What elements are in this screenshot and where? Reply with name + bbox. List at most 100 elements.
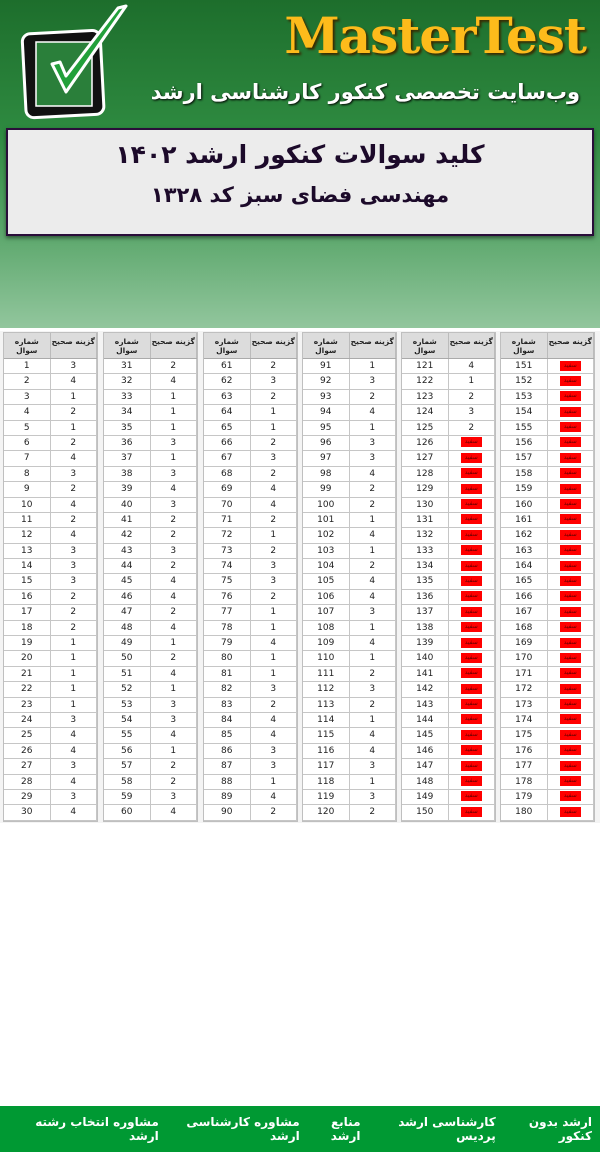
blank-answer-badge: سفید bbox=[559, 622, 581, 633]
table-row: 153 سفید bbox=[501, 389, 594, 406]
correct-answer: سفید bbox=[548, 512, 594, 528]
question-number: 93 bbox=[303, 389, 350, 405]
footer-link[interactable]: کارشناسی ارشد پردیس bbox=[398, 1115, 496, 1143]
correct-answer: سفید bbox=[548, 805, 594, 820]
blank-answer-badge: سفید bbox=[460, 637, 482, 648]
table-row: 128 سفید bbox=[402, 466, 495, 483]
table-row: 96 3 bbox=[303, 435, 396, 452]
question-number: 142 bbox=[402, 682, 449, 697]
question-number: 89 bbox=[204, 789, 251, 805]
blank-answer-badge: سفید bbox=[460, 514, 482, 525]
question-number: 113 bbox=[303, 697, 350, 712]
table-row: 131 سفید bbox=[402, 512, 495, 529]
correct-answer: سفید bbox=[548, 759, 594, 774]
question-number: 76 bbox=[204, 589, 251, 605]
question-number: 161 bbox=[501, 512, 548, 528]
correct-answer: 2 bbox=[251, 359, 297, 374]
table-row: 60 4 bbox=[104, 805, 197, 821]
correct-answer: سفید bbox=[449, 682, 495, 697]
table-row: 75 3 bbox=[204, 574, 297, 590]
question-number: 83 bbox=[204, 697, 251, 712]
question-number: 2 bbox=[4, 374, 51, 389]
question-number: 32 bbox=[104, 374, 151, 389]
blank-answer-badge: سفید bbox=[559, 360, 581, 371]
correct-answer: 1 bbox=[251, 605, 297, 620]
correct-answer: 1 bbox=[350, 774, 396, 789]
question-number: 51 bbox=[104, 666, 151, 682]
correct-answer: سفید bbox=[548, 420, 594, 435]
question-number: 85 bbox=[204, 728, 251, 743]
correct-answer: 1 bbox=[151, 405, 197, 420]
table-row: 172 سفید bbox=[501, 682, 594, 698]
blank-answer-badge: سفید bbox=[559, 422, 581, 433]
table-row: 134 سفید bbox=[402, 559, 495, 575]
correct-answer: 2 bbox=[251, 389, 297, 405]
correct-answer: سفید bbox=[449, 666, 495, 682]
correct-answer: سفید bbox=[548, 359, 594, 374]
correct-answer: 4 bbox=[251, 497, 297, 512]
footer-link[interactable]: منابع ارشد bbox=[330, 1115, 361, 1143]
question-number: 25 bbox=[4, 728, 51, 743]
correct-answer: سفید bbox=[449, 559, 495, 574]
checkbox-check-logo-icon bbox=[20, 4, 128, 120]
correct-answer: سفید bbox=[548, 589, 594, 605]
table-row: 177 سفید bbox=[501, 759, 594, 775]
question-number: 108 bbox=[303, 620, 350, 636]
correct-answer: 3 bbox=[151, 435, 197, 451]
question-number: 115 bbox=[303, 728, 350, 743]
question-number: 145 bbox=[402, 728, 449, 743]
footer-link[interactable]: مشاوره کارشناسی ارشد bbox=[186, 1115, 300, 1143]
question-number: 109 bbox=[303, 636, 350, 651]
question-number: 173 bbox=[501, 697, 548, 712]
table-row: 118 1 bbox=[303, 774, 396, 790]
correct-answer: 3 bbox=[251, 574, 297, 589]
table-row: 117 3 bbox=[303, 759, 396, 775]
header-correct-answer: گزینه صحیح bbox=[350, 333, 396, 358]
correct-answer: سفید bbox=[548, 605, 594, 620]
blank-answer-badge: سفید bbox=[460, 745, 482, 756]
correct-answer: 2 bbox=[51, 620, 97, 636]
table-row: 139 سفید bbox=[402, 636, 495, 652]
table-row: 165 سفید bbox=[501, 574, 594, 590]
table-row: 83 2 bbox=[204, 697, 297, 713]
correct-answer: 2 bbox=[449, 420, 495, 435]
footer-link[interactable]: مشاوره انتخاب رشته ارشد bbox=[35, 1115, 159, 1143]
question-number: 156 bbox=[501, 435, 548, 451]
table-row: 92 3 bbox=[303, 374, 396, 390]
question-number: 100 bbox=[303, 497, 350, 512]
question-number: 61 bbox=[204, 359, 251, 374]
table-row: 51 4 bbox=[104, 666, 197, 683]
correct-answer: 4 bbox=[51, 374, 97, 389]
question-number: 168 bbox=[501, 620, 548, 636]
table-row: 44 2 bbox=[104, 559, 197, 575]
table-row: 38 3 bbox=[104, 466, 197, 483]
correct-answer: 4 bbox=[350, 466, 396, 482]
table-row: 21 1 bbox=[4, 666, 97, 683]
correct-answer: سفید bbox=[449, 620, 495, 636]
question-number: 81 bbox=[204, 666, 251, 682]
correct-answer: 1 bbox=[350, 712, 396, 728]
table-row: 33 1 bbox=[104, 389, 197, 406]
table-row: 135 سفید bbox=[402, 574, 495, 590]
header-question-number: شماره سوال bbox=[104, 333, 151, 358]
question-number: 78 bbox=[204, 620, 251, 636]
correct-answer: سفید bbox=[449, 589, 495, 605]
table-row: 178 سفید bbox=[501, 774, 594, 790]
table-row: 173 سفید bbox=[501, 697, 594, 713]
table-row: 52 1 bbox=[104, 682, 197, 698]
correct-answer: 3 bbox=[51, 712, 97, 728]
question-number: 165 bbox=[501, 574, 548, 589]
question-number: 131 bbox=[402, 512, 449, 528]
table-row: 136 سفید bbox=[402, 589, 495, 606]
table-header: شماره سوال گزینه صحیح bbox=[104, 333, 197, 359]
question-number: 104 bbox=[303, 559, 350, 574]
question-number: 102 bbox=[303, 528, 350, 543]
correct-answer: 4 bbox=[350, 589, 396, 605]
question-number: 28 bbox=[4, 774, 51, 789]
question-number: 60 bbox=[104, 805, 151, 820]
question-number: 107 bbox=[303, 605, 350, 620]
table-row: 30 4 bbox=[4, 805, 97, 821]
footer-link[interactable]: ارشد بدون کنکور bbox=[528, 1115, 592, 1143]
